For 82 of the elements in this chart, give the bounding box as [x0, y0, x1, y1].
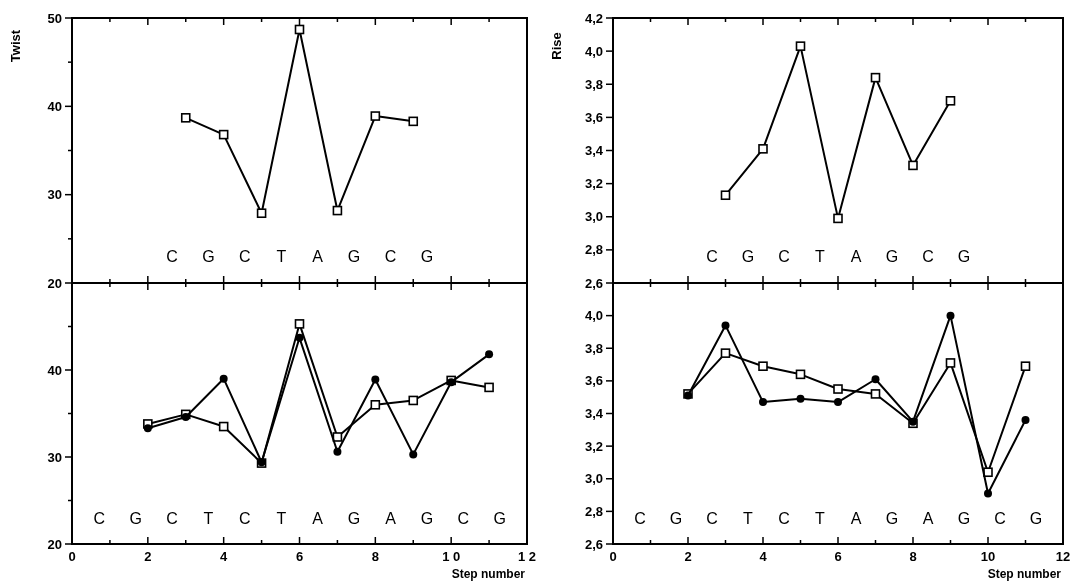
y-tick-label: 3,6 [584, 373, 603, 389]
annotation: C [457, 509, 470, 527]
y-tick-label: 3,2 [584, 438, 603, 454]
y-tick-label: 2,8 [584, 242, 603, 258]
annotation: C [384, 248, 397, 266]
annotation: G [957, 248, 971, 266]
y-tick-label: 3,0 [584, 209, 603, 225]
y-tick-label: 20 [47, 536, 62, 552]
x-tick-label: 0 [609, 549, 617, 564]
x-tick-label: 4 [220, 549, 229, 564]
y-tick-label: 3,4 [584, 406, 604, 422]
y-tick-label: 2,6 [584, 536, 603, 552]
y-tick-label: 40 [47, 98, 62, 114]
annotation: A [312, 248, 324, 266]
annotation: G [202, 248, 215, 266]
annotation: C [706, 248, 718, 266]
y-tick-label: 50 [47, 10, 62, 26]
annotation: G [1029, 509, 1043, 527]
annotation: C [239, 248, 251, 266]
annotation: G [885, 509, 899, 527]
annotation: G [420, 248, 434, 266]
y-tick-label: 30 [47, 449, 62, 465]
annotation: T [203, 509, 214, 527]
y-tick-label: 4,2 [584, 10, 603, 26]
annotation: C [778, 509, 790, 527]
annotation: T [743, 509, 754, 527]
annotation: C [922, 248, 934, 266]
annotation: G [347, 248, 361, 266]
x-tick-label: 2 [144, 549, 152, 564]
x-tick-label: 0 [68, 549, 76, 564]
x-tick-label: 6 [834, 549, 842, 564]
x-tick-label: 4 [759, 549, 768, 564]
y-tick-label: 2,6 [584, 275, 603, 291]
y-tick-label: 4,0 [584, 43, 603, 59]
y-tick-label: 3,4 [584, 143, 604, 159]
y-axis-title: Twist [8, 29, 23, 63]
annotation: T [815, 248, 826, 266]
x-axis-title: Step number [451, 567, 526, 581]
annotation: G [493, 509, 506, 527]
annotation: A [385, 509, 397, 527]
x-tick-label: 8 [909, 549, 917, 564]
y-axis-title: Rise [549, 32, 564, 60]
x-tick-label: 2 [684, 549, 692, 564]
y-tick-label: 3,0 [584, 471, 603, 487]
annotation: C [166, 248, 178, 266]
x-axis-title: Step number [987, 567, 1062, 581]
annotation: C [778, 248, 790, 266]
y-tick-label: 40 [47, 362, 62, 378]
x-tick-label: 12 [1055, 549, 1071, 564]
annotation: G [347, 509, 361, 527]
annotation: A [312, 509, 324, 527]
annotation: T [815, 509, 826, 527]
annotation: C [166, 509, 178, 527]
y-tick-label: 30 [47, 187, 62, 203]
y-tick-label: 3,8 [584, 340, 603, 356]
y-tick-label: 2,8 [584, 503, 603, 519]
annotation: C [994, 509, 1006, 527]
annotation: G [957, 509, 971, 527]
annotation: C [706, 509, 718, 527]
annotation: T [276, 509, 287, 527]
x-tick-label: 10 [980, 549, 996, 564]
y-tick-label: 3,8 [584, 76, 603, 92]
x-tick-label: 8 [371, 549, 379, 564]
x-tick-label: 6 [295, 549, 304, 564]
annotation: G [129, 509, 142, 527]
annotation: A [922, 509, 934, 527]
x-tick-label: 1 0 [442, 549, 461, 564]
annotation: G [741, 248, 755, 266]
annotation: C [634, 509, 646, 527]
annotation: C [93, 509, 106, 527]
annotation: T [276, 248, 287, 266]
annotation: G [420, 509, 434, 527]
annotation: G [885, 248, 899, 266]
y-tick-label: 20 [47, 275, 62, 291]
y-tick-label: 4,0 [584, 308, 603, 324]
y-tick-label: 3,6 [584, 109, 603, 125]
annotation: C [239, 509, 251, 527]
annotation: A [850, 248, 862, 266]
y-tick-label: 3,2 [584, 176, 603, 192]
x-tick-label: 1 2 [517, 549, 537, 564]
annotation: G [669, 509, 683, 527]
annotation: A [850, 509, 862, 527]
